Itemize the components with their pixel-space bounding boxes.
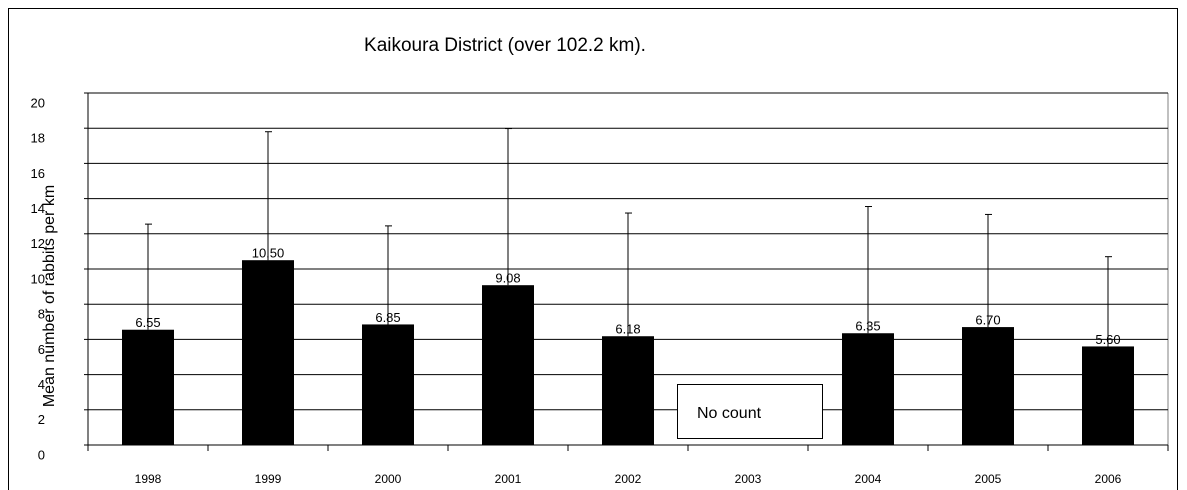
y-tick-label: 0 [38, 447, 45, 462]
data-label: 6.85 [375, 310, 400, 325]
error-bar [505, 128, 512, 286]
y-axis-label: Mean number of rabbits per km [41, 185, 58, 407]
x-tick-label: 2001 [495, 472, 522, 486]
bar [362, 324, 414, 445]
data-label: 6.70 [975, 313, 1000, 328]
x-tick-label: 2005 [975, 472, 1002, 486]
chart-title: Kaikoura District (over 102.2 km). [364, 35, 646, 56]
data-label: 10.50 [252, 246, 285, 261]
annotation-box [677, 384, 823, 439]
x-tick-label: 2004 [855, 472, 882, 486]
bar [242, 260, 294, 445]
error-bar [865, 206, 872, 334]
bar [962, 327, 1014, 445]
error-bar [265, 131, 272, 261]
bar [842, 333, 894, 445]
error-bar [385, 225, 392, 325]
y-tick-label: 6 [38, 342, 45, 357]
x-tick-label: 1998 [135, 472, 162, 486]
annotation: No count [697, 405, 762, 422]
x-tick-label: 2003 [735, 472, 762, 486]
data-label: 6.55 [135, 315, 160, 330]
y-tick-label: 14 [31, 201, 45, 216]
y-tick-label: 2 [38, 412, 45, 427]
x-tick-label: 2002 [615, 472, 642, 486]
bar [122, 329, 174, 445]
y-tick-label: 4 [38, 377, 45, 392]
y-tick-label: 10 [31, 271, 45, 286]
y-tick-label: 16 [31, 166, 45, 181]
data-label: 9.08 [495, 271, 520, 286]
bar [1082, 346, 1134, 445]
x-tick-label: 2000 [375, 472, 402, 486]
data-label: 6.18 [615, 322, 640, 337]
error-bar [625, 212, 632, 337]
y-tick-label: 8 [38, 307, 45, 322]
data-label: 5.60 [1095, 332, 1120, 347]
bar [602, 336, 654, 445]
data-label: 6.35 [855, 319, 880, 334]
x-tick-label: 1999 [255, 472, 282, 486]
bar [482, 285, 534, 445]
x-tick-label: 2006 [1095, 472, 1122, 486]
error-bar [1105, 256, 1112, 347]
y-tick-label: 20 [31, 95, 45, 110]
error-bar [985, 213, 992, 328]
y-tick-label: 12 [31, 236, 45, 251]
y-tick-label: 18 [31, 131, 45, 146]
error-bar [145, 223, 152, 330]
